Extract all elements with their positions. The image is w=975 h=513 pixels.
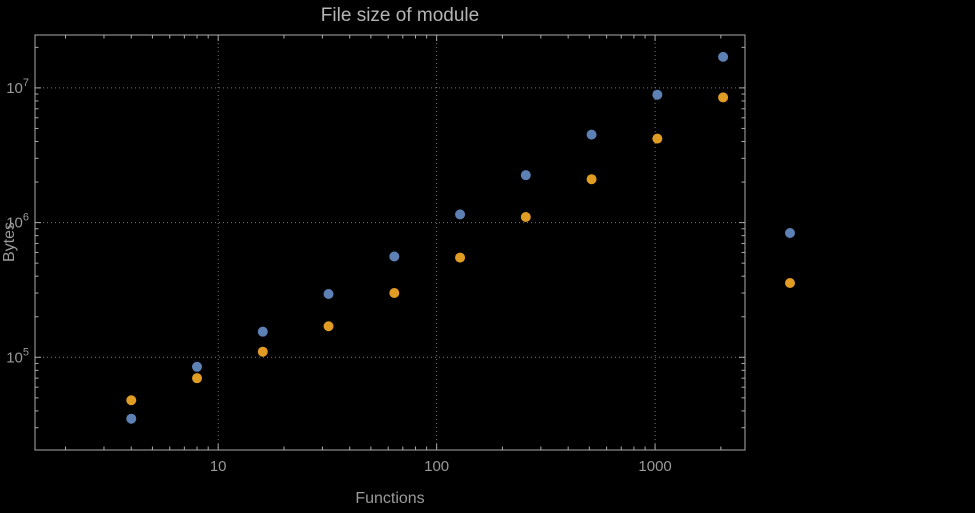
- y-tick-label: 107: [6, 77, 29, 97]
- data-point-orange: [126, 395, 137, 406]
- x-tick-label: 100: [424, 458, 449, 475]
- data-point-blue: [586, 129, 597, 140]
- y-tick-label: 106: [6, 212, 29, 232]
- legend-marker-blue: [785, 228, 795, 238]
- x-tick-label: 10: [210, 458, 227, 475]
- data-point-orange: [323, 321, 334, 332]
- data-point-orange: [389, 288, 400, 299]
- data-point-blue: [389, 251, 400, 262]
- data-point-orange: [718, 92, 729, 103]
- y-tick-label: 105: [6, 346, 29, 366]
- x-axis-label: Functions: [355, 490, 425, 507]
- data-point-blue: [192, 361, 203, 372]
- data-point-blue: [455, 209, 466, 220]
- plot-frame: [34, 34, 746, 451]
- data-point-blue: [126, 413, 137, 424]
- data-point-orange: [520, 212, 531, 223]
- data-point-blue: [718, 51, 729, 62]
- data-point-blue: [520, 170, 531, 181]
- data-point-orange: [455, 252, 466, 263]
- chart-title: File size of module: [320, 5, 480, 26]
- legend-marker-orange: [785, 278, 795, 288]
- data-point-blue: [323, 289, 334, 300]
- data-point-orange: [586, 174, 597, 185]
- data-point-orange: [257, 346, 268, 357]
- data-point-orange: [192, 373, 203, 384]
- data-point-orange: [652, 133, 663, 144]
- data-point-blue: [257, 326, 268, 337]
- x-tick-label: 1000: [638, 458, 671, 475]
- data-point-blue: [652, 89, 663, 100]
